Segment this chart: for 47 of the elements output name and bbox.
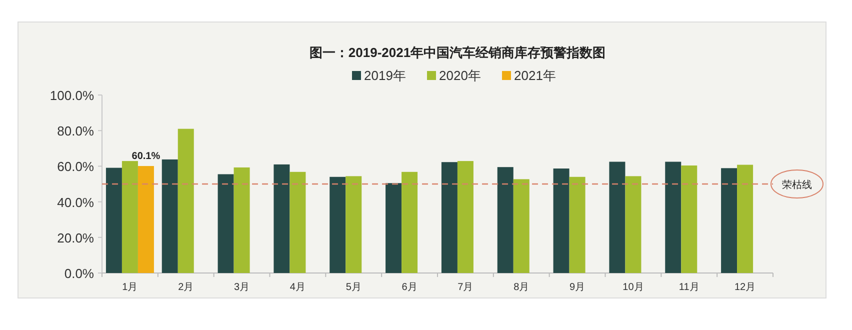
chart-title: 图一：2019-2021年中国汽车经销商库存预警指数图: [309, 45, 606, 60]
legend-label: 2021年: [514, 68, 556, 83]
y-tick-label: 20.0%: [57, 230, 94, 246]
bar: [513, 179, 530, 273]
bar: [457, 161, 474, 273]
legend-label: 2019年: [364, 68, 406, 83]
y-tick-label: 40.0%: [57, 194, 94, 210]
bar: [569, 176, 586, 273]
y-tick-label: 0.0%: [64, 266, 94, 281]
bar: [737, 164, 754, 273]
x-tick-label: 2月: [178, 282, 194, 293]
bar: [553, 168, 570, 273]
y-tick-label: 60.0%: [57, 159, 94, 174]
x-tick-label: 4月: [290, 282, 306, 293]
x-tick-label: 10月: [622, 282, 644, 293]
bar: [218, 174, 234, 273]
bar: [346, 176, 362, 273]
x-tick-label: 8月: [514, 282, 530, 293]
x-tick-label: 1月: [122, 282, 138, 293]
bar: [330, 176, 346, 273]
x-tick-label: 5月: [346, 282, 362, 293]
bar: [681, 165, 698, 273]
bar: [290, 172, 306, 273]
y-tick-label: 100.0%: [50, 88, 94, 103]
x-tick-label: 3月: [234, 282, 250, 293]
bar: [178, 128, 194, 273]
bar: [402, 172, 418, 273]
bar: [665, 162, 682, 273]
bar: [625, 176, 642, 273]
x-tick-label: 11月: [678, 282, 700, 293]
bar: [441, 162, 458, 273]
bar: [386, 183, 402, 273]
bar: [721, 168, 738, 273]
bar: [497, 167, 514, 273]
bar: [274, 164, 290, 273]
bar: [106, 168, 122, 273]
bar: [234, 167, 250, 273]
x-tick-label: 6月: [402, 282, 418, 293]
y-tick-label: 80.0%: [57, 124, 94, 139]
bar: [609, 162, 626, 273]
x-tick-label: 9月: [570, 282, 586, 293]
x-tick-label: 12月: [734, 282, 756, 293]
legend-label: 2020年: [439, 68, 481, 83]
x-tick-label: 7月: [458, 282, 474, 293]
ref-line-label: 荣枯线: [782, 179, 812, 191]
bar: [162, 159, 178, 273]
data-label: 60.1%: [132, 151, 160, 162]
